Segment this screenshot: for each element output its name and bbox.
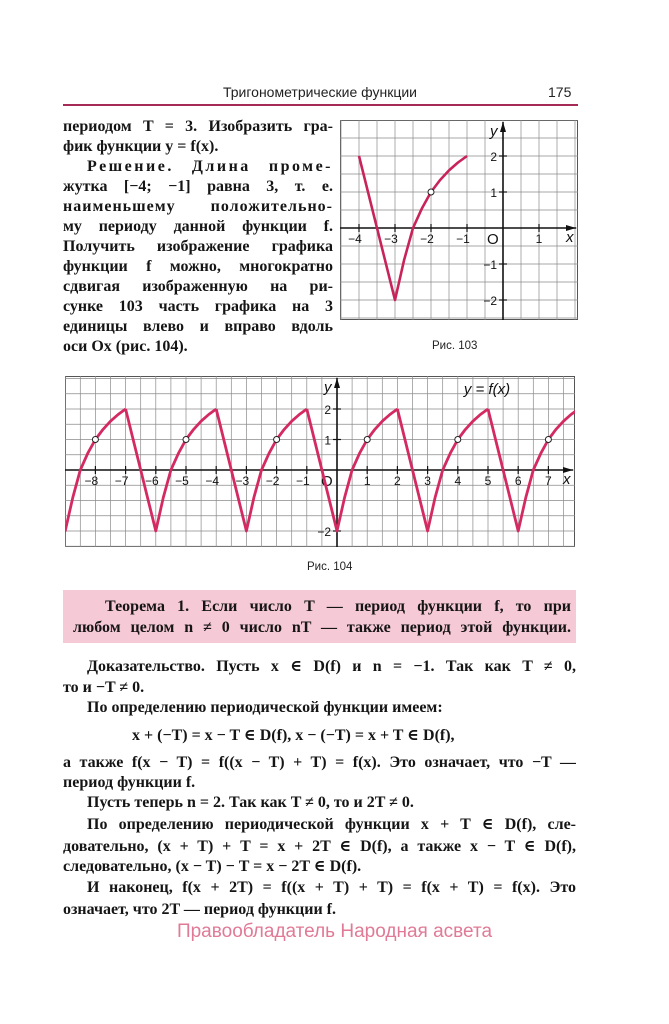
origin-label: O	[487, 231, 499, 248]
figure-103-graph: −4 −3 −2 −1 1 2 1 −1 −2 O x y	[340, 120, 578, 320]
plot-frame	[340, 120, 578, 320]
y-axis-arrow	[500, 122, 506, 132]
open-point	[427, 188, 435, 196]
theorem-line: Теорема 1. Если число T — период функции…	[105, 598, 571, 615]
y-tick-label: 2	[490, 150, 497, 164]
proof-line: По определению периодической функции x +…	[87, 816, 576, 833]
text-line: периодом T = 3. Изобразить гра-	[63, 118, 333, 135]
text-line: сдвигая изображенную на ри-	[63, 278, 333, 295]
x-tick-label: −6	[145, 474, 159, 488]
proof-line: довательно, (x + T) + T = x + 2T ∈ D(f),…	[63, 838, 576, 855]
x-axis-label: x	[562, 471, 571, 488]
x-tick-label: 2	[394, 474, 401, 488]
text-line: Получить изображение графика	[63, 238, 333, 255]
figure-104-caption: Рис. 104	[307, 561, 353, 573]
proof-line: И наконец, f(x + 2T) = f((x + T) + T) = …	[87, 879, 576, 896]
x-tick-label: −3	[384, 232, 398, 246]
function-curve	[305, 407, 399, 533]
x-tick-label: 1	[364, 474, 371, 488]
open-point	[544, 436, 552, 443]
proof-line: означает, что 2T — период функции f.	[63, 901, 337, 918]
x-tick-label: −7	[115, 474, 129, 488]
page-number: 175	[548, 84, 572, 100]
x-tick-label: −4	[348, 232, 362, 246]
x-tick-label: −4	[205, 474, 219, 488]
running-header-title: Тригонометрические функции	[222, 84, 418, 100]
x-tick-label: 1	[536, 232, 543, 246]
proof-line: Пусть теперь n = 2. Так как T ≠ 0, то и …	[87, 794, 414, 811]
function-curve	[486, 408, 575, 533]
function-curve	[214, 407, 308, 533]
x-tick-label: 5	[485, 474, 492, 488]
x-tick-label: 7	[545, 474, 552, 488]
open-point	[363, 436, 371, 443]
proof-line: Доказательство. Пусть x ∈ D(f) и n = −1.…	[87, 658, 576, 675]
open-point	[182, 436, 190, 443]
x-tick-label: −5	[175, 474, 189, 488]
y-tick-label: −1	[483, 258, 497, 272]
y-tick-label: −2	[317, 525, 331, 539]
theorem-line: любом целом n ≠ 0 число nT — также перио…	[73, 619, 571, 636]
graph-label: y = f(x)	[463, 381, 510, 398]
x-tick-label: 4	[454, 474, 461, 488]
text-line: Решение. Длина проме-	[87, 158, 333, 175]
x-tick-label: 3	[424, 474, 431, 488]
figure-104-graph: −8 −7 −6 −5 −4 −3 −2 −1 1 2 3 4 5 6 7 2 1 −2 O x y y = f(x)	[65, 376, 575, 547]
x-tick-label: −3	[236, 474, 250, 488]
x-tick-label: −1	[456, 232, 470, 246]
proof-line: По определению периодической функции име…	[87, 699, 443, 716]
figure-103-caption: Рис. 103	[432, 340, 478, 352]
open-point	[454, 436, 462, 443]
text-line: оси Ox (рис. 104).	[63, 338, 188, 355]
function-curve	[65, 407, 127, 533]
x-tick-label: −1	[296, 474, 310, 488]
x-tick-label: −2	[266, 474, 280, 488]
proof-line: а также f(x − T) = f((x − T) + T) = f(x)…	[63, 754, 576, 771]
function-curve	[396, 407, 489, 533]
function-curve	[124, 407, 218, 533]
y-tick-label: 1	[324, 434, 331, 448]
origin-label: O	[321, 473, 333, 490]
y-tick-label: −2	[483, 294, 497, 308]
open-point	[91, 436, 99, 443]
text-line: наименьшему положительно-	[63, 198, 333, 215]
proof-line: период функции f.	[63, 774, 196, 791]
x-axis-label: x	[565, 229, 574, 246]
text-line: жутка [−4; −1] равна 3, т. е.	[63, 178, 333, 195]
copyright-footer: Правообладатель Народная асвета	[176, 921, 493, 942]
x-tick-label: −2	[420, 232, 434, 246]
x-axis-arrow	[566, 225, 576, 231]
header-rule	[63, 104, 578, 106]
proof-line: то и −T ≠ 0.	[63, 679, 145, 696]
function-curve	[357, 154, 468, 302]
open-point	[273, 436, 281, 443]
proof-formula: x + (−T) = x − T ∈ D(f), x − (−T) = x + …	[132, 727, 455, 744]
y-tick-label: 1	[490, 186, 497, 200]
y-axis-label: y	[489, 123, 499, 140]
text-line: функции f можно, многократно	[63, 258, 333, 275]
theorem-box: Теорема 1. Если число T — период функции…	[63, 590, 576, 643]
text-line: му периоду данной функции f.	[63, 218, 333, 235]
text-line: единицы влево и вправо вдоль	[63, 318, 333, 335]
x-tick-label: −8	[85, 474, 99, 488]
text-line: сунке 103 часть графика на 3	[63, 298, 333, 315]
y-axis-arrow	[334, 378, 340, 388]
x-axis-arrow	[563, 467, 573, 473]
text-line: фик функции y = f(x).	[63, 138, 219, 155]
y-axis-label: y	[323, 379, 333, 396]
proof-line: следовательно, (x − T) − T = x − 2T ∈ D(…	[63, 858, 362, 875]
y-tick-label: 2	[324, 403, 331, 417]
x-tick-label: 6	[515, 474, 522, 488]
